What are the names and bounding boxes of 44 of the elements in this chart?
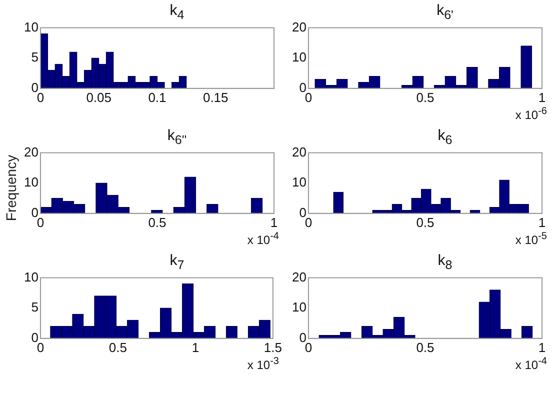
x-tick-label: 0.5: [416, 214, 434, 230]
y-tick-label: 0: [299, 330, 306, 345]
x-tick-label: 1.5: [264, 340, 282, 355]
text: x 10$^{-4}$: [247, 231, 279, 247]
y-tick-label: 20: [292, 19, 306, 34]
y-tick-label: 10: [292, 174, 306, 190]
text: x 10$^{-5}$: [515, 231, 547, 247]
y-tick-label: 20: [24, 144, 38, 160]
chart-title: k$_{7}$: [168, 252, 186, 272]
y-tick-label: 5: [31, 50, 38, 65]
x-tick-label: 1: [538, 340, 546, 355]
x-tick-label: 1: [538, 90, 546, 105]
x-tick-label: 0.5: [416, 90, 434, 105]
y-axis-title: Frequency: [3, 154, 19, 223]
y-tick-label: 0: [31, 80, 38, 95]
y-tick-label: 10: [292, 300, 306, 315]
y-tick-label: 10: [24, 174, 38, 190]
text: x 10$^{-3}$: [247, 356, 279, 372]
chart-title: k$_{8}$: [436, 252, 454, 272]
x-tick-label: 1: [538, 214, 546, 230]
y-tick-label: 20: [292, 144, 306, 160]
x-tick-label: 0.5: [108, 340, 127, 355]
y-tick-label: 0: [31, 330, 38, 345]
y-tick-label: 5: [31, 300, 38, 315]
chart-title: k$_{4}$: [168, 2, 186, 22]
x-tick-label: 0.05: [86, 90, 112, 105]
x-tick-label: 0.15: [202, 90, 228, 105]
x-tick-label: 1: [192, 340, 200, 355]
chart-title: k$_{6'}$: [436, 2, 454, 22]
x-tick-label: 1: [270, 214, 278, 230]
chart-title: k$_{6''}$: [166, 127, 188, 147]
x-tick-label: 0.5: [416, 340, 434, 355]
x-tick-label: 0.5: [148, 214, 166, 230]
y-tick-label: 10: [24, 269, 38, 284]
y-tick-label: 20: [292, 269, 306, 284]
text: x 10$^{-4}$: [515, 356, 547, 372]
y-tick-label: 0: [299, 204, 306, 220]
y-tick-label: 0: [31, 204, 38, 220]
text: x 10$^{-6}$: [515, 106, 547, 122]
y-tick-label: 0: [299, 80, 306, 95]
chart-title: k$_{6}$: [436, 127, 454, 147]
y-tick-label: 10: [292, 50, 306, 65]
y-tick-label: 10: [24, 19, 38, 34]
x-tick-label: 0.1: [148, 90, 166, 105]
